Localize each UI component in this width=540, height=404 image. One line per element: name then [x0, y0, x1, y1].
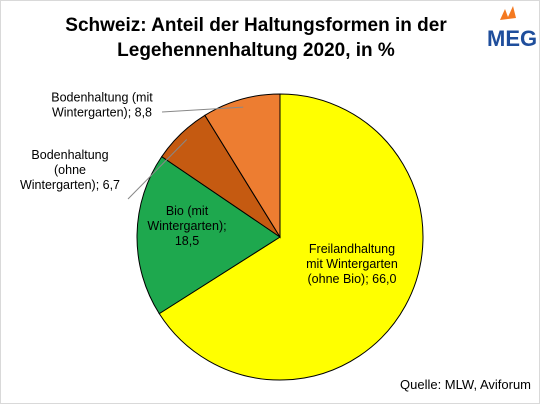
logo-flame-icon: [500, 6, 516, 20]
slice-label-2: Bio (mit Wintergarten); 18,5: [147, 204, 226, 248]
slice-label-3-line-1: Bodenhaltung: [31, 148, 108, 162]
slice-label-1-line-2: mit Wintergarten: [306, 257, 398, 271]
pie-slice-4: [204, 93, 281, 239]
meg-logo: MEG: [487, 6, 537, 51]
slice-label-4-line-1: Bodenhaltung (mit: [51, 91, 153, 105]
slice-label-2-line-1: Bio (mit: [166, 204, 209, 218]
slice-label-3-line-3: Wintergarten); 6,7: [20, 178, 120, 192]
logo-text: MEG: [487, 26, 537, 51]
slice-label-4-line-2: Wintergarten); 8,8: [52, 106, 152, 120]
slice-label-2-line-3: 18,5: [175, 234, 199, 248]
slice-label-3: Bodenhaltung (ohne Wintergarten); 6,7: [20, 148, 120, 192]
pie-slice-2: [136, 155, 281, 315]
slice-label-1-line-3: (ohne Bio); 66,0: [308, 272, 397, 286]
leader-line-4: [161, 106, 244, 113]
leader-lines: [127, 106, 244, 200]
slice-label-2-line-2: Wintergarten);: [147, 219, 226, 233]
chart-title-line-1: Schweiz: Anteil der Haltungsformen in de…: [65, 15, 447, 36]
pie-slices: [136, 93, 424, 381]
slice-label-3-line-2: (ohne: [54, 163, 86, 177]
source-note: Quelle: MLW, Aviforum: [400, 377, 531, 392]
slice-label-1-line-1: Freilandhaltung: [309, 242, 395, 256]
slice-label-4: Bodenhaltung (mit Wintergarten); 8,8: [51, 91, 153, 120]
pie-slice-1: [158, 93, 424, 381]
leader-line-3: [127, 139, 188, 200]
slice-labels: Freilandhaltung mit Wintergarten (ohne Bio…: [20, 91, 398, 287]
chart-title-line-2: Legehennenhaltung 2020, in %: [117, 40, 395, 61]
slice-label-1: Freilandhaltung mit Wintergarten (ohne Bio…: [306, 242, 398, 286]
